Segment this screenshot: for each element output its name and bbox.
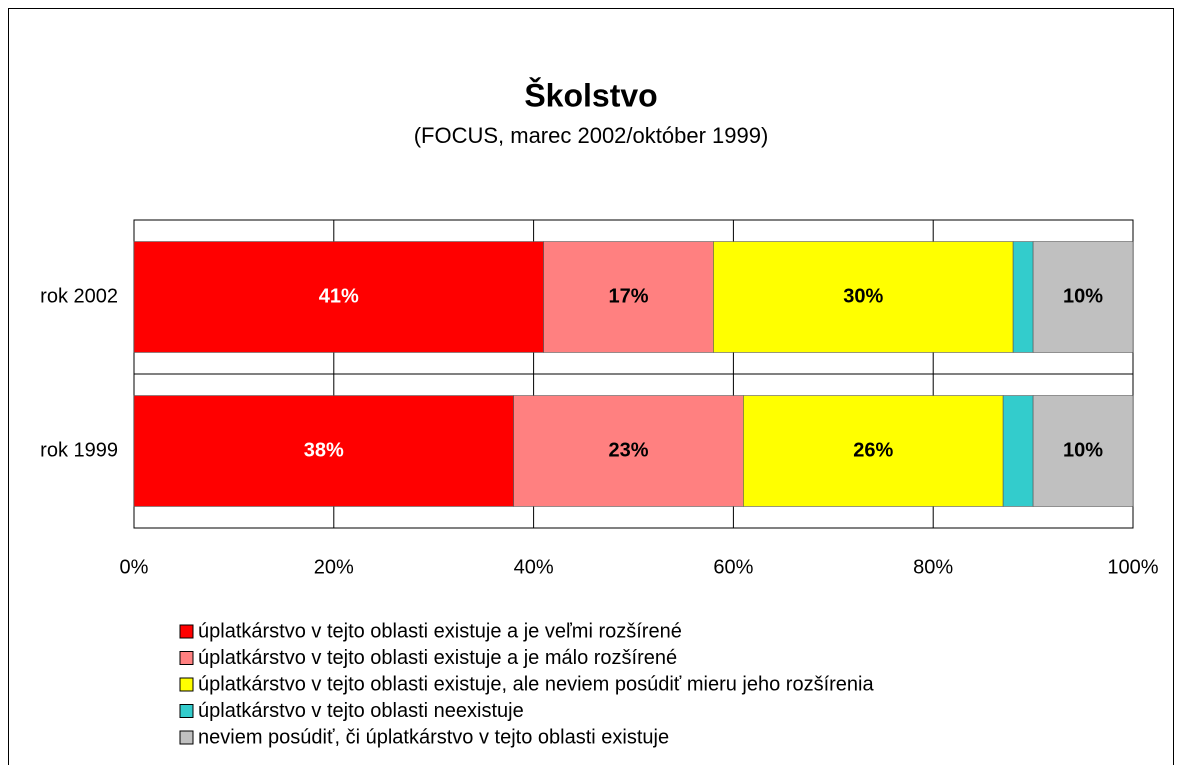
- bar-segment: [743, 395, 1004, 507]
- x-tick-label: 80%: [913, 556, 953, 578]
- y-tick-label: rok 2002: [40, 285, 118, 307]
- bar-segment: [133, 241, 544, 353]
- data-label: 17%: [608, 285, 648, 307]
- y-tick-label: rok 1999: [40, 439, 118, 461]
- bar-segment: [133, 395, 514, 507]
- x-tick-label: 60%: [713, 556, 753, 578]
- legend-swatch: [179, 677, 194, 692]
- data-label: 41%: [319, 285, 359, 307]
- data-label: 38%: [304, 439, 344, 461]
- legend-label: úplatkárstvo v tejto oblasti existuje a …: [198, 647, 677, 669]
- bar-segment: [1032, 395, 1134, 507]
- legend-label: úplatkárstvo v tejto oblasti existuje a …: [198, 620, 682, 642]
- chart-title: Školstvo: [524, 77, 657, 113]
- data-label: 26%: [853, 439, 893, 461]
- x-tick-label: 20%: [314, 556, 354, 578]
- legend-swatch: [179, 704, 194, 718]
- x-tick-label: 0%: [120, 556, 149, 578]
- x-tick-label: 100%: [1107, 556, 1158, 578]
- bar-segment: [513, 395, 744, 507]
- bar-segment: [1032, 241, 1134, 353]
- legend-swatch: [179, 651, 194, 665]
- bar-segment: [543, 241, 714, 353]
- x-tick-label: 40%: [514, 556, 554, 578]
- data-label: 10%: [1063, 439, 1103, 461]
- legend-swatch: [179, 624, 194, 639]
- chart-frame: [8, 8, 1174, 765]
- legend-swatch: [179, 730, 194, 745]
- legend-label: úplatkárstvo v tejto oblasti neexistuje: [198, 700, 524, 722]
- chart-subtitle: (FOCUS, marec 2002/október 1999): [414, 123, 769, 148]
- data-label: 10%: [1063, 285, 1103, 307]
- data-label: 30%: [843, 285, 883, 307]
- bar-segment: [1012, 241, 1034, 353]
- bar-segment: [1002, 395, 1034, 507]
- legend-label: úplatkárstvo v tejto oblasti existuje, a…: [198, 673, 874, 695]
- legend-label: neviem posúdiť, či úplatkárstvo v tejto …: [198, 726, 669, 748]
- data-label: 23%: [608, 439, 648, 461]
